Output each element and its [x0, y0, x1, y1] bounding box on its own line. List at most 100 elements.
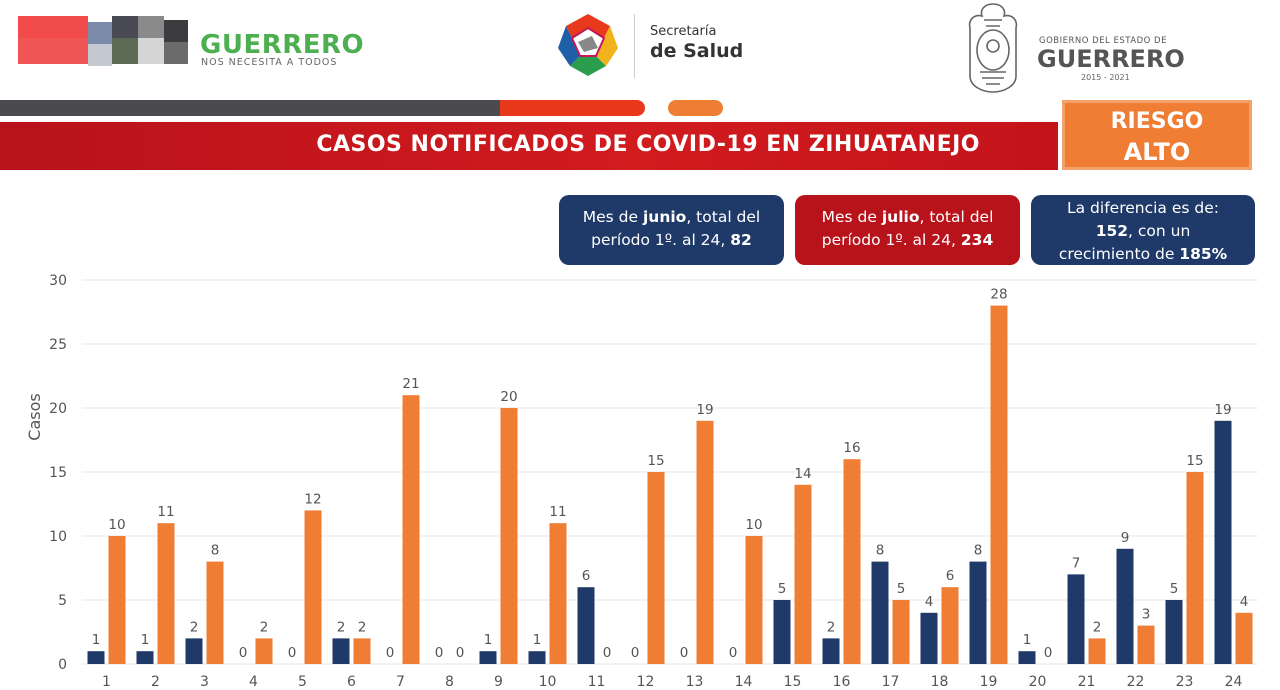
julio-text-pre: Mes de [821, 208, 882, 226]
data-label: 16 [843, 440, 860, 456]
data-label: 19 [696, 402, 713, 418]
bar-julio [990, 305, 1008, 664]
bar-julio [1235, 612, 1253, 664]
x-tick-label: 13 [686, 674, 704, 690]
bar-junio [871, 561, 889, 664]
data-label: 2 [827, 619, 836, 635]
data-label: 0 [288, 645, 297, 661]
x-tick-label: 3 [200, 674, 209, 690]
chart-x-ticks: 1 2 3 4 5 6 7 8 9 10 11 12 13 14 15 16 17 18 19 20 21 22 23 24 [102, 674, 1242, 690]
data-label: 10 [745, 517, 762, 533]
bar-julio [157, 523, 175, 664]
bar-junio [185, 638, 203, 664]
bar-junio [136, 651, 154, 664]
decorative-bar-dark [0, 100, 500, 116]
x-tick-label: 19 [980, 674, 998, 690]
data-label: 2 [358, 619, 367, 635]
risk-badge-line1: RIESGO [1110, 109, 1204, 134]
data-label: 1 [533, 632, 542, 648]
data-label: 2 [260, 619, 269, 635]
bar-julio [402, 395, 420, 664]
bar-junio [1067, 574, 1085, 664]
julio-month: julio [881, 208, 920, 226]
logo-divider [634, 14, 635, 78]
junio-text-period: período 1º. al 24, [591, 231, 731, 249]
data-label: 0 [435, 645, 444, 661]
x-tick-label: 23 [1176, 674, 1194, 690]
bar-junio [479, 651, 497, 664]
bar-julio [843, 459, 861, 664]
data-label: 0 [729, 645, 738, 661]
data-label: 10 [108, 517, 125, 533]
bar-julio [549, 523, 567, 664]
bar-junio [822, 638, 840, 664]
x-tick-label: 10 [539, 674, 557, 690]
data-label: 11 [549, 504, 566, 520]
bar-julio [304, 510, 322, 664]
junio-text-mid: , total del [686, 208, 761, 226]
bar-julio [108, 536, 126, 664]
data-label: 14 [794, 466, 811, 482]
y-tick-label: 0 [58, 657, 67, 673]
data-label: 7 [1072, 555, 1081, 571]
y-tick-label: 25 [49, 337, 67, 353]
x-tick-label: 9 [494, 674, 503, 690]
x-tick-label: 21 [1078, 674, 1096, 690]
bar-julio [696, 420, 714, 664]
chart-gridlines [82, 279, 1258, 665]
y-tick-label: 10 [49, 529, 67, 545]
bar-junio [1214, 420, 1232, 664]
data-label: 0 [239, 645, 248, 661]
info-box-julio: Mes de julio, total del período 1º. al 2… [795, 195, 1020, 265]
bar-junio [773, 600, 791, 664]
data-label: 0 [603, 645, 612, 661]
x-tick-label: 22 [1127, 674, 1145, 690]
x-tick-label: 7 [396, 674, 405, 690]
guerrero-logo-tagline: NOS NECESITA A TODOS [201, 57, 338, 68]
bar-julio [1137, 625, 1155, 664]
diferencia-percent: 185% [1179, 245, 1228, 263]
data-label: 1 [484, 632, 493, 648]
data-label: 4 [1240, 594, 1249, 610]
x-tick-label: 18 [931, 674, 949, 690]
x-tick-label: 8 [445, 674, 454, 690]
data-label: 2 [337, 619, 346, 635]
x-tick-label: 1 [102, 674, 111, 690]
gobierno-logo-line2: GUERRERO [1037, 45, 1185, 73]
x-tick-label: 24 [1225, 674, 1243, 690]
chart-bars [87, 305, 1253, 664]
data-label: 9 [1121, 530, 1130, 546]
x-tick-label: 11 [588, 674, 606, 690]
x-tick-label: 12 [637, 674, 655, 690]
junio-month: junio [642, 208, 687, 226]
data-label: 6 [946, 568, 955, 584]
junio-total: 82 [730, 231, 752, 249]
salud-logo-line2: de Salud [650, 40, 744, 62]
junio-text-pre: Mes de [582, 208, 643, 226]
gobierno-logo-line1: GOBIERNO DEL ESTADO DE [1039, 36, 1167, 46]
bar-junio [528, 651, 546, 664]
bar-junio [87, 651, 105, 664]
bar-junio [1018, 651, 1036, 664]
data-label: 6 [582, 568, 591, 584]
diferencia-value: 152 [1095, 222, 1129, 240]
x-tick-label: 16 [833, 674, 851, 690]
data-label: 2 [1093, 619, 1102, 635]
pixelated-logo-graphic [18, 16, 198, 66]
data-label: 28 [990, 287, 1007, 303]
info-box-diferencia: La diferencia es de: 152, con un crecimi… [1031, 195, 1255, 265]
info-box-junio: Mes de junio, total del período 1º. al 2… [559, 195, 784, 265]
bar-julio [892, 600, 910, 664]
data-label: 5 [1170, 581, 1179, 597]
data-label: 21 [402, 376, 419, 392]
data-label: 0 [386, 645, 395, 661]
bar-julio [745, 536, 763, 664]
gobierno-logo-years: 2015 - 2021 [1081, 73, 1130, 82]
bar-junio [1116, 548, 1134, 664]
data-label: 19 [1214, 402, 1231, 418]
diferencia-text-line3: crecimiento de [1058, 245, 1180, 263]
data-label: 1 [141, 632, 150, 648]
x-tick-label: 20 [1029, 674, 1047, 690]
y-axis-label: Casos [25, 393, 44, 440]
bar-julio [500, 408, 518, 664]
